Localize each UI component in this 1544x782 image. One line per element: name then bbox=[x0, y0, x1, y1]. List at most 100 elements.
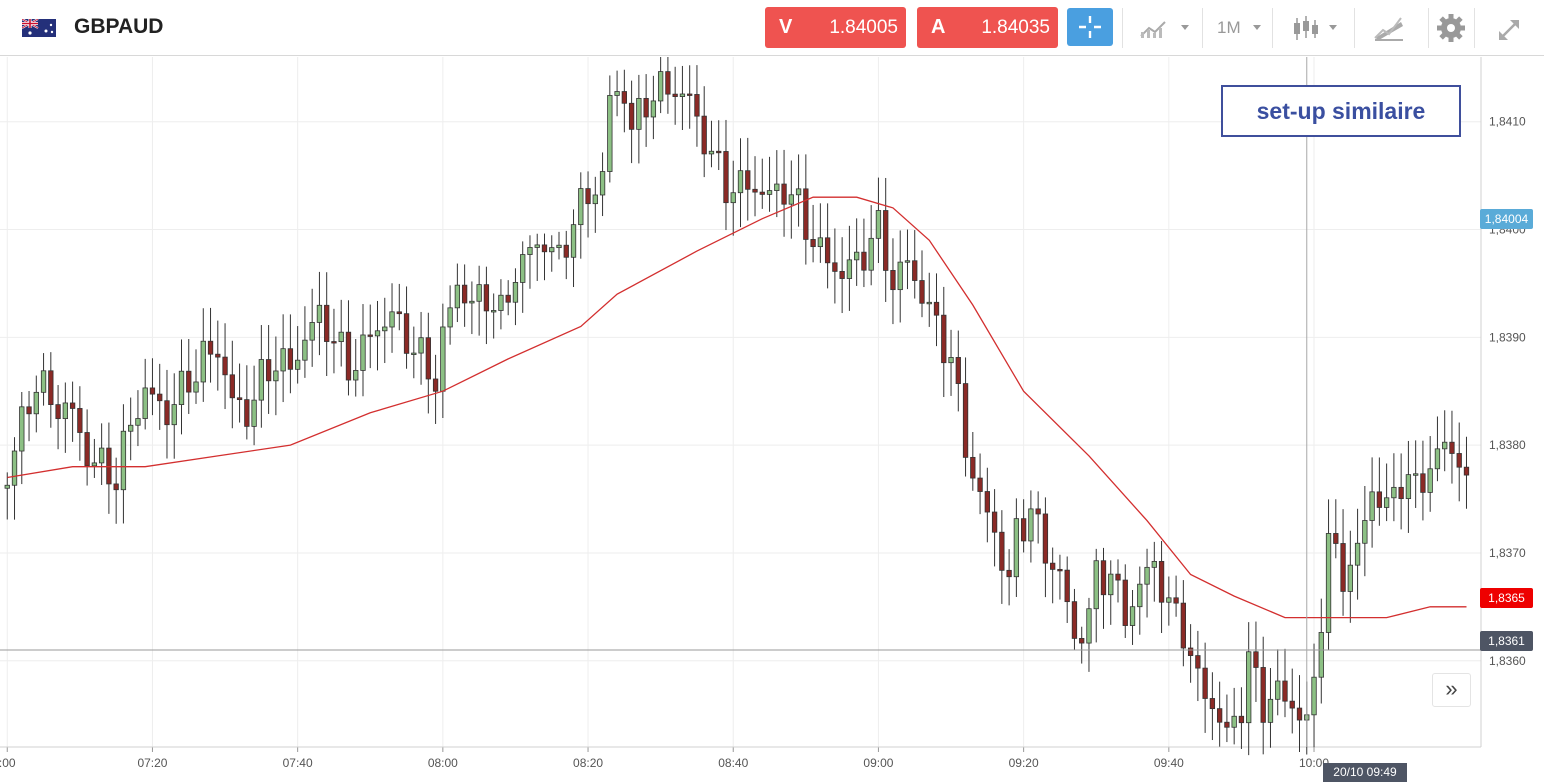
x-tick-label: 09:20 bbox=[1009, 756, 1039, 770]
candle-down bbox=[1057, 568, 1063, 572]
y-tick-label: 1,8360 bbox=[1489, 654, 1526, 668]
candlestick-type-icon bbox=[1294, 16, 1337, 40]
candle-down bbox=[912, 260, 918, 281]
candle-up bbox=[302, 339, 308, 361]
candle-down bbox=[919, 280, 925, 304]
candle-down bbox=[810, 239, 816, 248]
crosshair-time-tag: 20/10 09:49 bbox=[1323, 763, 1407, 782]
candle-up bbox=[295, 359, 301, 370]
sell-button[interactable]: V 1.84005 bbox=[765, 7, 906, 48]
candle-up bbox=[360, 334, 366, 371]
candle-down bbox=[207, 340, 214, 355]
annotation-label[interactable]: set-up similaire bbox=[1221, 85, 1461, 137]
candle-down bbox=[1260, 667, 1266, 723]
chart-type-button[interactable] bbox=[1272, 8, 1355, 48]
drawing-tools-icon bbox=[1374, 17, 1403, 41]
candle-up bbox=[599, 171, 606, 196]
candle-down bbox=[1050, 562, 1056, 570]
candle-up bbox=[614, 91, 620, 96]
candle-up bbox=[1137, 583, 1143, 608]
x-tick-label: 09:40 bbox=[1154, 756, 1184, 770]
candle-up bbox=[1013, 518, 1020, 578]
candle-up bbox=[657, 71, 664, 102]
candle-up bbox=[578, 188, 584, 226]
settings-button[interactable] bbox=[1428, 8, 1475, 48]
candle-down bbox=[941, 314, 947, 364]
candle-up bbox=[1391, 486, 1397, 499]
candle-up bbox=[454, 284, 461, 309]
candle-up bbox=[142, 387, 148, 419]
candle-up bbox=[795, 188, 802, 196]
fullscreen-button[interactable] bbox=[1474, 8, 1544, 48]
indicators-icon bbox=[1140, 21, 1189, 38]
y-tick-label: 1,8380 bbox=[1489, 438, 1526, 452]
candle-up bbox=[904, 260, 911, 263]
candle-down bbox=[1289, 700, 1295, 709]
buy-price: 1.84035 bbox=[981, 17, 1050, 38]
scroll-forward-button[interactable]: » bbox=[1432, 673, 1471, 707]
x-tick-label: 07:20 bbox=[137, 756, 167, 770]
candle-down bbox=[1238, 715, 1245, 724]
candle-down bbox=[723, 151, 729, 204]
candle-down bbox=[215, 353, 221, 358]
candle-down bbox=[1042, 513, 1049, 564]
candle-down bbox=[701, 115, 707, 155]
candle-down bbox=[1173, 597, 1179, 604]
candle-down bbox=[824, 237, 831, 264]
toolbar: GBPAUD V 1.84005 A 1.84035 1M bbox=[0, 0, 1544, 56]
chevron-down-icon bbox=[1329, 25, 1337, 30]
candle-down bbox=[687, 93, 693, 96]
candle-up bbox=[1311, 676, 1317, 716]
candle-up bbox=[512, 282, 519, 303]
candle-up bbox=[98, 447, 105, 464]
candle-up bbox=[854, 251, 860, 261]
candle-down bbox=[1035, 508, 1041, 515]
candle-down bbox=[970, 456, 976, 479]
candle-down bbox=[106, 447, 112, 485]
candle-down bbox=[186, 370, 192, 393]
candle-up bbox=[178, 370, 185, 405]
buy-button[interactable]: A 1.84035 bbox=[917, 7, 1058, 48]
candle-down bbox=[752, 188, 758, 193]
candle-up bbox=[592, 194, 598, 205]
candle-up bbox=[280, 348, 286, 372]
candle-up bbox=[135, 418, 141, 426]
candle-up bbox=[200, 340, 206, 383]
candle-down bbox=[55, 404, 61, 420]
candle-up bbox=[1129, 606, 1136, 626]
candle-up bbox=[128, 424, 134, 432]
candle-up bbox=[1413, 473, 1419, 476]
candle-up bbox=[1427, 468, 1433, 493]
candle-down bbox=[1253, 651, 1259, 668]
indicators-button[interactable] bbox=[1122, 8, 1203, 48]
candle-down bbox=[1456, 453, 1462, 468]
timeframe-label: 1M bbox=[1217, 18, 1241, 37]
timeframe-button[interactable]: 1M bbox=[1202, 8, 1273, 48]
crosshair-button[interactable] bbox=[1067, 8, 1113, 46]
candle-up bbox=[1231, 715, 1237, 728]
candle-up bbox=[1093, 560, 1099, 610]
candle-up bbox=[1028, 508, 1034, 542]
candle-down bbox=[883, 210, 889, 271]
candle-down bbox=[324, 304, 330, 342]
candle-down bbox=[962, 383, 969, 458]
candle-down bbox=[229, 374, 235, 399]
candle-up bbox=[316, 304, 323, 323]
candle-up bbox=[607, 95, 613, 172]
candle-down bbox=[461, 284, 468, 304]
candle-down bbox=[1064, 569, 1070, 603]
candle-down bbox=[236, 397, 243, 401]
drawing-tools-button[interactable] bbox=[1354, 8, 1429, 48]
candle-down bbox=[933, 301, 940, 316]
candle-up bbox=[1108, 573, 1114, 596]
candle-down bbox=[157, 393, 163, 402]
candle-down bbox=[694, 94, 700, 117]
candle-down bbox=[1115, 573, 1121, 581]
candle-up bbox=[251, 399, 257, 427]
candle-up bbox=[926, 301, 932, 305]
sell-label: V bbox=[779, 16, 793, 38]
scroll-forward-icon: » bbox=[1445, 676, 1458, 701]
candle-down bbox=[716, 150, 722, 154]
candle-down bbox=[287, 348, 294, 370]
